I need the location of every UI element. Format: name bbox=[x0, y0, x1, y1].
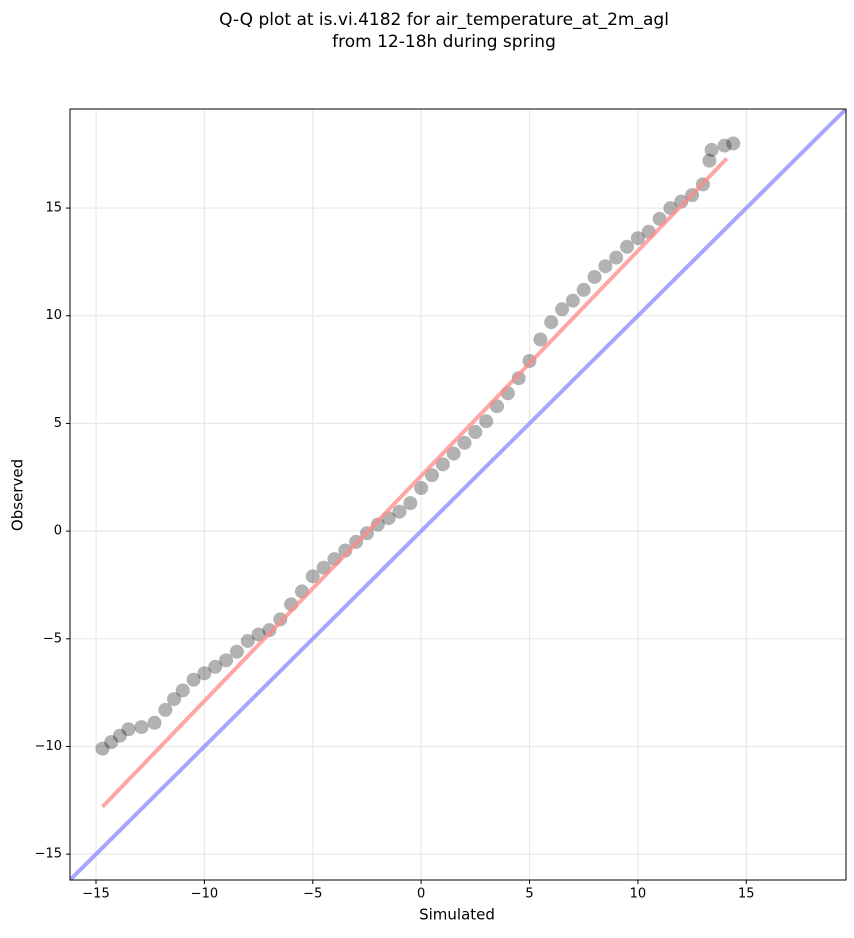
point bbox=[175, 683, 190, 698]
point bbox=[704, 142, 719, 157]
point bbox=[609, 250, 624, 265]
x-tick-label: 15 bbox=[738, 887, 755, 902]
point bbox=[208, 659, 223, 674]
identity-line bbox=[70, 109, 846, 880]
point bbox=[158, 702, 173, 717]
x-axis-label: Simulated bbox=[419, 906, 495, 924]
point bbox=[95, 741, 110, 756]
point bbox=[147, 715, 162, 730]
point bbox=[511, 371, 526, 386]
x-tick-label: 5 bbox=[525, 887, 533, 902]
chart-subtitle: from 12-18h during spring bbox=[332, 32, 556, 52]
point bbox=[305, 569, 320, 584]
point bbox=[403, 496, 418, 511]
point bbox=[134, 720, 149, 735]
y-tick-label: 10 bbox=[45, 308, 62, 323]
fit-line bbox=[101, 157, 729, 809]
chart-title: Q-Q plot at is.vi.4182 for air_temperatu… bbox=[219, 10, 669, 30]
y-axis-label: Observed bbox=[9, 459, 27, 531]
y-tick-label: −5 bbox=[43, 631, 62, 646]
point bbox=[104, 735, 119, 750]
point bbox=[576, 282, 591, 297]
point bbox=[186, 672, 201, 687]
y-tick-label: 0 bbox=[54, 524, 62, 539]
point bbox=[251, 627, 266, 642]
point bbox=[479, 414, 494, 429]
y-tick-label: −15 bbox=[35, 847, 62, 862]
y-tick-label: 15 bbox=[45, 201, 62, 216]
point bbox=[457, 435, 472, 450]
x-tick-label: 0 bbox=[417, 887, 425, 902]
point bbox=[446, 446, 461, 461]
point bbox=[717, 138, 732, 153]
point bbox=[468, 425, 483, 440]
point bbox=[219, 653, 234, 668]
point bbox=[544, 315, 559, 330]
point bbox=[435, 457, 450, 472]
point bbox=[262, 623, 277, 638]
point bbox=[598, 259, 613, 274]
point bbox=[630, 231, 645, 246]
point bbox=[702, 153, 717, 168]
point bbox=[620, 239, 635, 254]
x-tick-label: 10 bbox=[630, 887, 647, 902]
point bbox=[555, 302, 570, 317]
point bbox=[112, 728, 127, 743]
point bbox=[726, 136, 741, 151]
point bbox=[674, 194, 689, 209]
point bbox=[338, 543, 353, 558]
x-tick-label: −5 bbox=[303, 887, 322, 902]
y-tick-label: 5 bbox=[54, 416, 62, 431]
point bbox=[229, 644, 244, 659]
point bbox=[424, 468, 439, 483]
point bbox=[414, 481, 429, 496]
x-tick-label: −15 bbox=[82, 887, 109, 902]
plot-frame bbox=[69, 108, 847, 881]
point bbox=[565, 293, 580, 308]
x-tick-label: −10 bbox=[191, 887, 218, 902]
y-tick-label: −10 bbox=[35, 739, 62, 754]
point bbox=[392, 504, 407, 519]
point bbox=[240, 633, 255, 648]
point bbox=[197, 666, 212, 681]
point bbox=[370, 517, 385, 532]
point bbox=[533, 332, 548, 347]
point bbox=[167, 692, 182, 707]
point bbox=[587, 269, 602, 284]
point bbox=[121, 722, 136, 737]
